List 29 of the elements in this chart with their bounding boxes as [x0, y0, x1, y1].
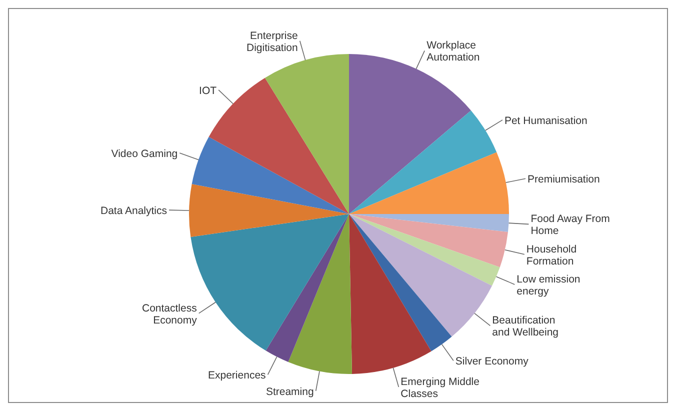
- pie-slice: [189, 184, 349, 238]
- pie-slice: [349, 214, 432, 374]
- slice-label: Household Formation: [526, 243, 577, 268]
- slice-label: Beautification and Wellbeing: [492, 314, 559, 339]
- slice-label: Pet Humanisation: [504, 114, 588, 127]
- slice-label: Workplace Automation: [426, 40, 480, 64]
- pie-slice: [349, 214, 500, 286]
- pie-slice: [266, 214, 349, 362]
- slice-label: Food Away From Home: [530, 213, 610, 238]
- slice-label: Premiumisation: [527, 174, 600, 186]
- slice-label: Data Analytics: [100, 205, 168, 218]
- pie-slice: [349, 214, 508, 268]
- pie-slice: [349, 214, 452, 352]
- slice-label: Silver Economy: [455, 356, 530, 368]
- pie-slice: [349, 214, 492, 337]
- pie-slice: [349, 152, 509, 214]
- slice-label: Experiences: [208, 370, 266, 382]
- pie-slice: [192, 136, 349, 214]
- slice-label: Streaming: [266, 386, 314, 398]
- pie-slice: [349, 110, 497, 214]
- slice-label: Video Gaming: [111, 148, 178, 160]
- slice-label: Low emission energy: [516, 273, 580, 298]
- slice-label: Contactless Economy: [142, 302, 198, 326]
- slice-label: IOT: [199, 84, 218, 97]
- pie-slice: [288, 214, 352, 374]
- slice-label: Enterprise Digitisation: [246, 30, 298, 54]
- slice-label: Emerging Middle Classes: [400, 376, 480, 400]
- pie-slice: [264, 54, 349, 214]
- pie-slice: [349, 214, 509, 232]
